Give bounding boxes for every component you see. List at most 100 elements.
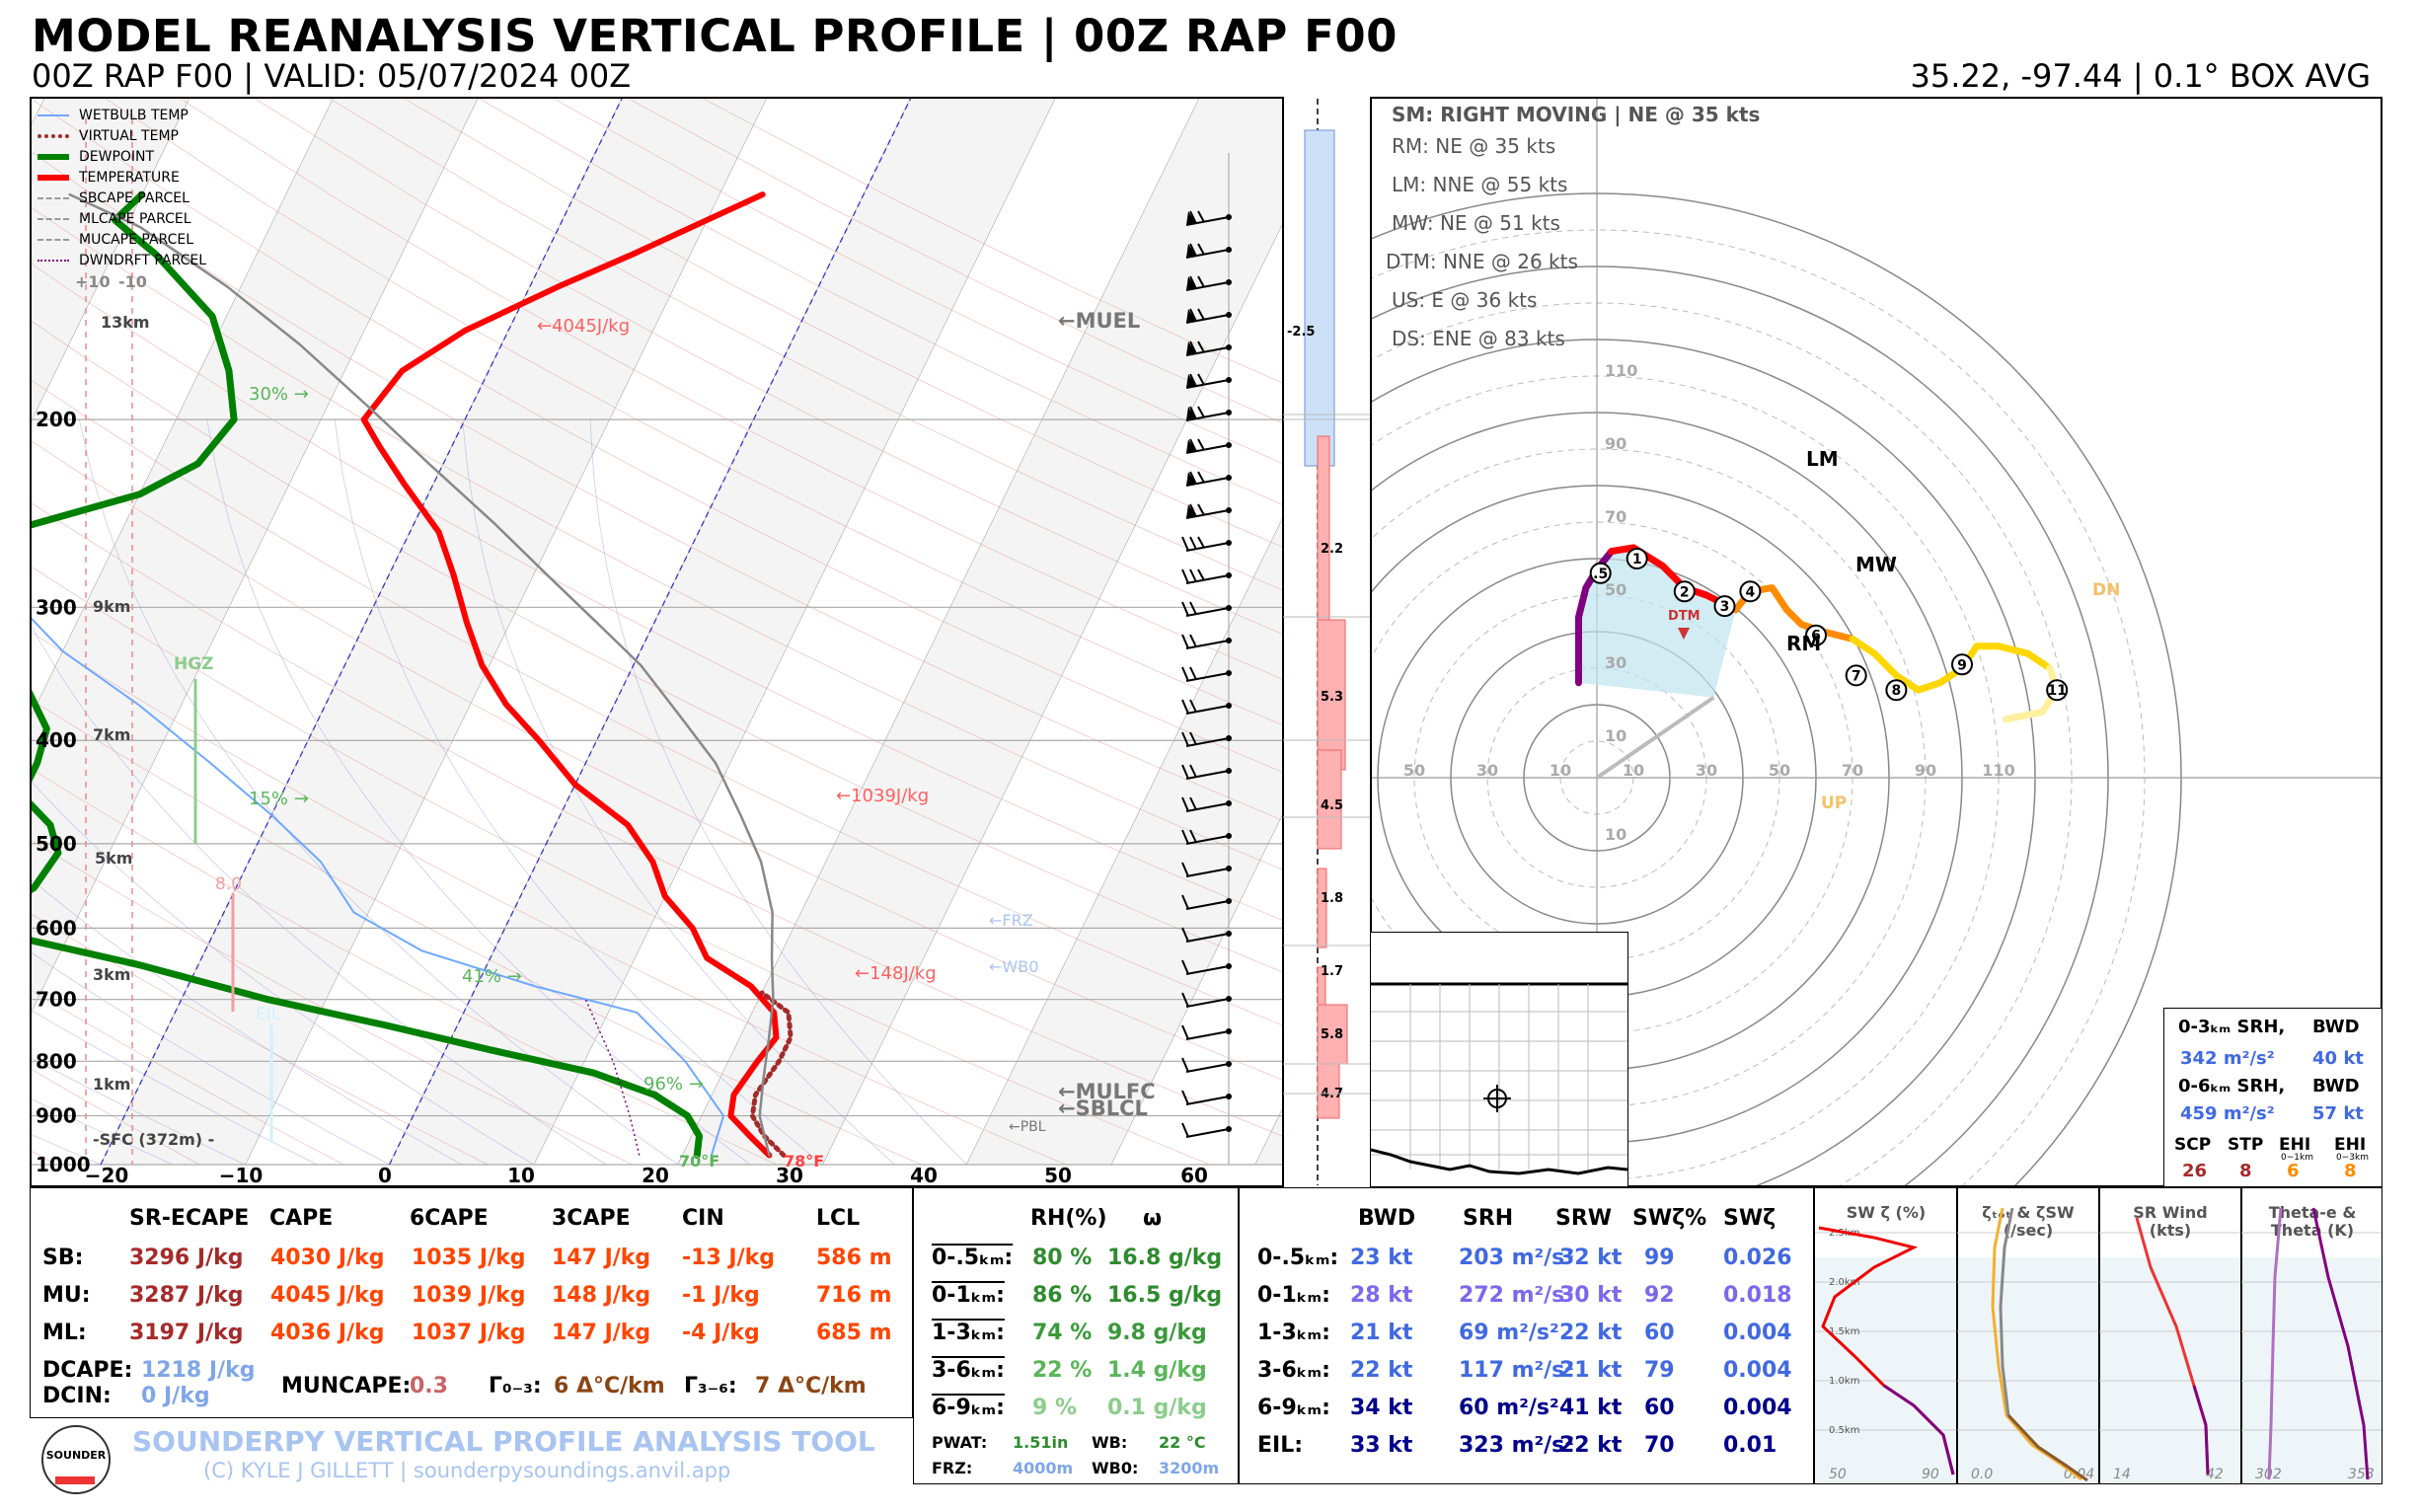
mini-tick: 14 (2113, 1467, 2131, 1482)
kin-value: 0.026 (1723, 1246, 1792, 1270)
wind-barb (1181, 764, 1232, 780)
ehi1-sub: 0−1km (2281, 1153, 2313, 1163)
isotherm-band (389, 99, 1055, 1165)
thermo-value: -1 J/kg (682, 1283, 760, 1308)
isotherm-band (101, 99, 767, 1165)
kin-value: 23 kt (1350, 1246, 1413, 1270)
thermo-value: 4030 J/kg (270, 1246, 385, 1270)
thermo-table: SR-ECAPE CAPE 6CAPE 3CAPE CIN LCL SB: 3296 J/kg… (30, 1187, 913, 1418)
kin-header: SWζ (1723, 1206, 1777, 1231)
x-tick-label: 50 (1044, 1164, 1072, 1185)
height-marker: 6 (1805, 624, 1827, 646)
annotation: ←SBLCL (1058, 1096, 1148, 1120)
height-marker: 8 (1885, 679, 1908, 702)
wb0-label: WB0: (1092, 1459, 1139, 1477)
kin-row-label: 1-3ₖₘ: (1257, 1321, 1330, 1345)
srh06-label: 0-6ₖₘ SRH, (2178, 1076, 2286, 1096)
srh03-value: 342 m²/s² (2180, 1048, 2275, 1069)
hodo-trace (1849, 635, 2054, 694)
location-map (1370, 932, 1628, 1187)
series-temperature (360, 191, 780, 1159)
kin-value: 21 kt (1350, 1321, 1413, 1345)
thermo-value: -13 J/kg (682, 1246, 776, 1270)
bwd06-label: BWD (2312, 1076, 2360, 1096)
wb-label: WB: (1092, 1433, 1128, 1452)
kin-value: 203 m²/s² (1459, 1246, 1574, 1270)
footer-credit: (C) KYLE J GILLETT | sounderpysoundings.… (203, 1459, 731, 1482)
thermo-value: 685 m (816, 1321, 892, 1345)
ds-text: DS: ENE @ 83 kts (1392, 327, 1565, 350)
wind-barb (1185, 373, 1232, 389)
mini-title: Theta-e & (2269, 1203, 2357, 1222)
footer-title: SOUNDERPY VERTICAL PROFILE ANALYSIS TOOL (132, 1425, 875, 1458)
mini-tick: 42 (2206, 1467, 2224, 1482)
kin-value: 79 (1644, 1358, 1675, 1383)
skewt-panel: −20 −10 0 10 20 30 40 50 60 200 300 400 500 600 700 800… (30, 97, 1284, 1187)
rm-text: RM: NE @ 35 kts (1392, 134, 1556, 158)
x-tick-label: −10 (219, 1164, 264, 1185)
mini-title: (/sec) (2004, 1221, 2053, 1240)
hodo-ring-label: 30 (1696, 761, 1717, 780)
lapse-bar (1317, 619, 1346, 771)
kin-row-label: EIL: (1257, 1433, 1304, 1458)
hodo-ring-label: 110 (1605, 361, 1637, 380)
thermo-value: 4036 J/kg (270, 1321, 385, 1345)
kinematic-table: BWD SRH SRW SWζ% SWζ 0-.5ₖₘ: 23 kt 203 m²/s² 32 … (1239, 1187, 1814, 1484)
thermo-value: 716 m (816, 1283, 892, 1308)
skewt-legend: WETBULB TEMP VIRTUAL TEMP DEWPOINT TEMPE… (38, 105, 206, 270)
kin-header: BWD (1358, 1206, 1416, 1231)
thermo-value: 3197 J/kg (129, 1321, 244, 1345)
stp-value: 8 (2239, 1161, 2252, 1181)
height-label: 5km (95, 849, 132, 868)
hodo-ring-label: 90 (1605, 434, 1626, 453)
dry-adiabat (32, 1068, 200, 1166)
kin-value: 92 (1644, 1283, 1675, 1308)
wind-barb (1181, 862, 1232, 877)
page-title: MODEL REANALYSIS VERTICAL PROFILE | 00Z … (32, 10, 1398, 62)
thermo-value: 148 J/kg (552, 1283, 651, 1308)
kin-header: SRW (1555, 1206, 1613, 1231)
height-marker: 7 (1845, 664, 1867, 687)
hodo-marker-label: DTM (1668, 609, 1701, 624)
rh-value: 80 % (1032, 1246, 1093, 1270)
moist-adiabat (32, 951, 390, 1166)
dry-adiabat (255, 99, 1282, 635)
hodo-trace (2002, 664, 2061, 723)
y-tick-label: 700 (36, 988, 77, 1012)
height-label: -SFC (372m) - (93, 1130, 214, 1149)
thermo-header: LCL (816, 1206, 861, 1231)
hodo-marker-label: UP (1821, 794, 1847, 813)
kin-value: 0.01 (1723, 1433, 1777, 1458)
mini-ytick: 0.5km (1829, 1425, 1859, 1436)
kin-row-label: 6-9ₖₘ: (1257, 1396, 1330, 1420)
moist-row-label: 3-6ₖₘ: (932, 1358, 1005, 1383)
kin-value: 117 m²/s² (1459, 1358, 1574, 1383)
hodo-marker-label: LM (1806, 447, 1839, 471)
annotation: 41% → (462, 966, 522, 987)
wb0-value: 3200m (1159, 1459, 1220, 1477)
y-tick-label: 400 (36, 728, 77, 752)
svg-text:6: 6 (1811, 629, 1821, 644)
dry-adiabat (32, 99, 1282, 773)
wind-barb (1185, 406, 1232, 421)
mini-title: SR Wind (2133, 1203, 2207, 1222)
kin-value: 22 kt (1559, 1321, 1623, 1345)
kin-header: SWζ% (1632, 1206, 1707, 1231)
srh03-label: 0-3ₖₘ SRH, (2178, 1017, 2286, 1037)
thermo-value: 147 J/kg (552, 1321, 651, 1345)
annotation: 8.0 (215, 874, 242, 894)
dry-adiabat (32, 768, 778, 1166)
thermo-value: 1039 J/kg (412, 1283, 526, 1308)
ehi3-label: EHI (2334, 1135, 2367, 1155)
muncape-label: MUNCAPE: (281, 1374, 412, 1399)
mini-title: SW ζ (%) (1847, 1203, 1926, 1222)
bwd06-value: 57 kt (2312, 1103, 2364, 1124)
mini-bg (1957, 1257, 2099, 1483)
dtm-text: DTM: NNE @ 26 kts (1386, 250, 1578, 273)
dry-adiabat (329, 99, 1282, 591)
lapse-bar (1304, 129, 1335, 467)
legend-mlcape: MLCAPE PARCEL (79, 210, 191, 227)
dry-adiabat (32, 632, 1066, 1166)
dry-adiabat (32, 990, 344, 1166)
wind-barb (1181, 1024, 1232, 1040)
